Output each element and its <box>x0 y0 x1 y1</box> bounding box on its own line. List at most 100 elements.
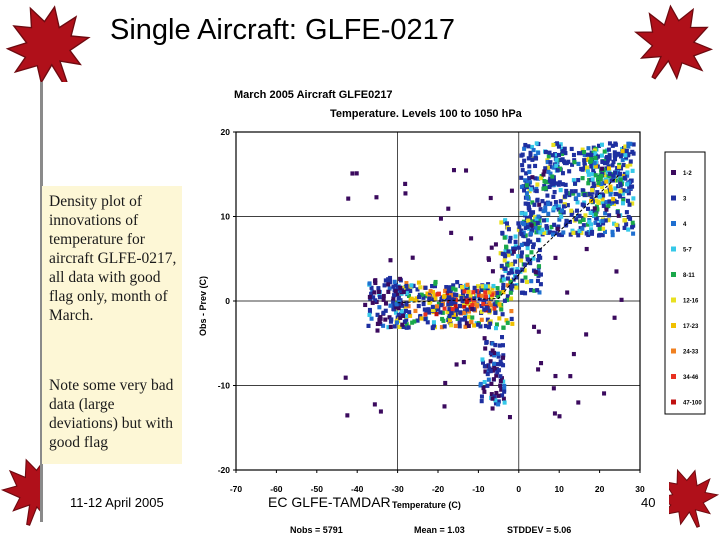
density-cell <box>607 201 612 206</box>
density-cell <box>528 260 533 266</box>
density-cell <box>490 348 495 353</box>
density-cell <box>594 216 599 221</box>
density-cell <box>510 283 515 288</box>
density-cell <box>572 160 577 165</box>
density-cell <box>386 282 391 287</box>
density-cell <box>468 293 473 298</box>
density-cell <box>430 304 435 309</box>
density-cell <box>445 310 450 315</box>
density-cell <box>622 171 627 177</box>
stats-nobs: Nobs = 5791 <box>290 525 343 535</box>
density-cell <box>430 283 435 289</box>
density-cell <box>601 193 606 198</box>
x-tick-label: -10 <box>472 484 485 494</box>
density-cell <box>548 171 553 176</box>
density-cell <box>415 287 420 292</box>
density-cell <box>545 193 550 198</box>
maple-leaf-shape <box>633 4 714 81</box>
density-cell <box>538 282 543 287</box>
density-cell <box>598 177 603 182</box>
density-cell <box>462 289 467 294</box>
density-cell <box>571 152 576 158</box>
density-cell <box>367 281 372 286</box>
density-cell <box>388 319 393 324</box>
density-cell <box>369 291 374 296</box>
density-cell <box>600 195 605 200</box>
density-cell <box>377 292 382 297</box>
density-cell <box>376 289 381 295</box>
density-cell <box>386 289 391 294</box>
density-cell <box>611 173 616 178</box>
density-cell <box>592 148 597 153</box>
density-cell <box>565 290 570 295</box>
density-cell <box>483 284 488 289</box>
density-cell <box>454 292 459 298</box>
density-cell <box>615 165 620 171</box>
density-cell <box>381 323 386 328</box>
density-cell <box>367 294 372 300</box>
density-cell <box>529 250 534 255</box>
density-cell <box>557 232 562 237</box>
density-cell <box>526 218 531 223</box>
density-cell <box>580 147 585 152</box>
density-cell <box>531 256 536 261</box>
density-cell <box>457 320 462 325</box>
density-cell <box>442 404 447 409</box>
density-cell <box>589 172 594 177</box>
density-cell <box>544 218 549 223</box>
density-cell <box>551 142 556 148</box>
density-cell <box>523 201 528 206</box>
density-cell <box>485 317 490 322</box>
density-cell <box>578 219 583 224</box>
density-cell <box>585 165 590 170</box>
density-cell <box>551 194 556 199</box>
density-cell <box>430 289 435 295</box>
density-cell <box>591 168 596 173</box>
density-cell <box>560 232 565 237</box>
density-cell <box>373 298 378 303</box>
density-cell <box>442 306 447 311</box>
density-cell <box>545 230 550 235</box>
legend-label: 8-11 <box>683 273 695 279</box>
density-cell <box>602 149 607 154</box>
density-cell <box>626 191 631 196</box>
density-cell <box>472 323 477 328</box>
density-cell <box>395 292 400 297</box>
density-cell <box>589 164 594 169</box>
density-cell <box>524 171 529 176</box>
legend-swatch <box>671 246 676 252</box>
density-cell <box>619 297 624 302</box>
density-cell <box>600 166 605 171</box>
density-cell <box>595 154 600 159</box>
density-cell <box>600 142 605 147</box>
density-cell <box>499 263 504 269</box>
density-cell <box>403 308 408 314</box>
density-cell <box>418 285 423 290</box>
density-cell <box>509 308 514 314</box>
density-cell <box>553 373 558 379</box>
density-cell <box>567 219 572 224</box>
density-cell <box>536 258 541 263</box>
density-cell <box>609 178 614 183</box>
density-cell <box>596 180 601 186</box>
chart-title-line-2: Temperature. Levels 100 to 1050 hPa <box>330 108 523 120</box>
density-cell <box>492 306 497 311</box>
density-cell <box>404 313 409 319</box>
density-cell <box>445 285 450 290</box>
density-cell <box>372 290 377 295</box>
density-cell <box>620 191 625 196</box>
density-cell <box>404 283 409 289</box>
density-cell <box>490 295 495 300</box>
density-cell <box>492 361 497 366</box>
density-cell <box>561 204 566 209</box>
legend-swatch <box>671 374 676 379</box>
density-cell <box>470 303 475 308</box>
density-cell <box>451 286 456 291</box>
y-tick-label: 20 <box>221 127 231 137</box>
density-cell <box>569 212 574 217</box>
density-cell <box>448 285 453 290</box>
density-cell <box>617 192 622 197</box>
density-cell <box>386 325 391 330</box>
density-cell <box>489 381 494 387</box>
density-cell <box>444 296 449 301</box>
